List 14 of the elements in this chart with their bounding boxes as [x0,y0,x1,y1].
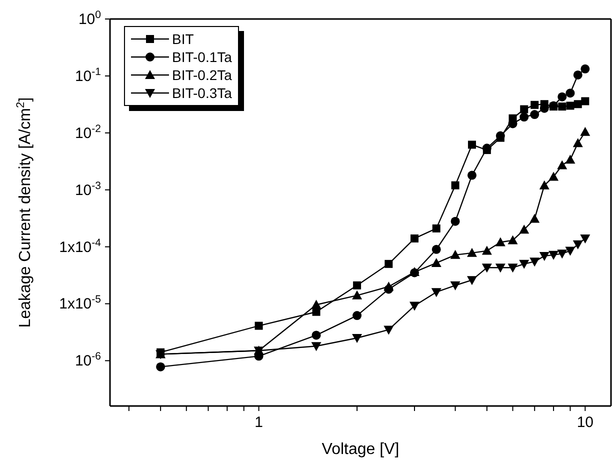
x-axis-title: Voltage [V] [322,441,400,458]
y-tick-label: 10$^{-6}$ [74,350,102,370]
legend-label: BIT-0.2Ta [172,67,232,83]
legend-label: BIT-0.1Ta [172,49,232,65]
legend-label: BIT [172,31,194,47]
y-tick-label: 10$^{-1}$ [74,66,102,85]
legend-label: BIT-0.3Ta [172,85,232,101]
y-tick-label: 1x10$^{-4}$ [59,236,102,256]
y-tick-label: 10$^{-3}$ [74,180,102,199]
y-tick-label: 10$^{0}$ [78,9,102,28]
x-tick-label: 1 [254,414,263,431]
x-tick-label: 10 [576,414,594,431]
y-tick-label: 10$^{-2}$ [74,122,102,142]
y-tick-label: 1x10$^{-5}$ [59,294,102,313]
